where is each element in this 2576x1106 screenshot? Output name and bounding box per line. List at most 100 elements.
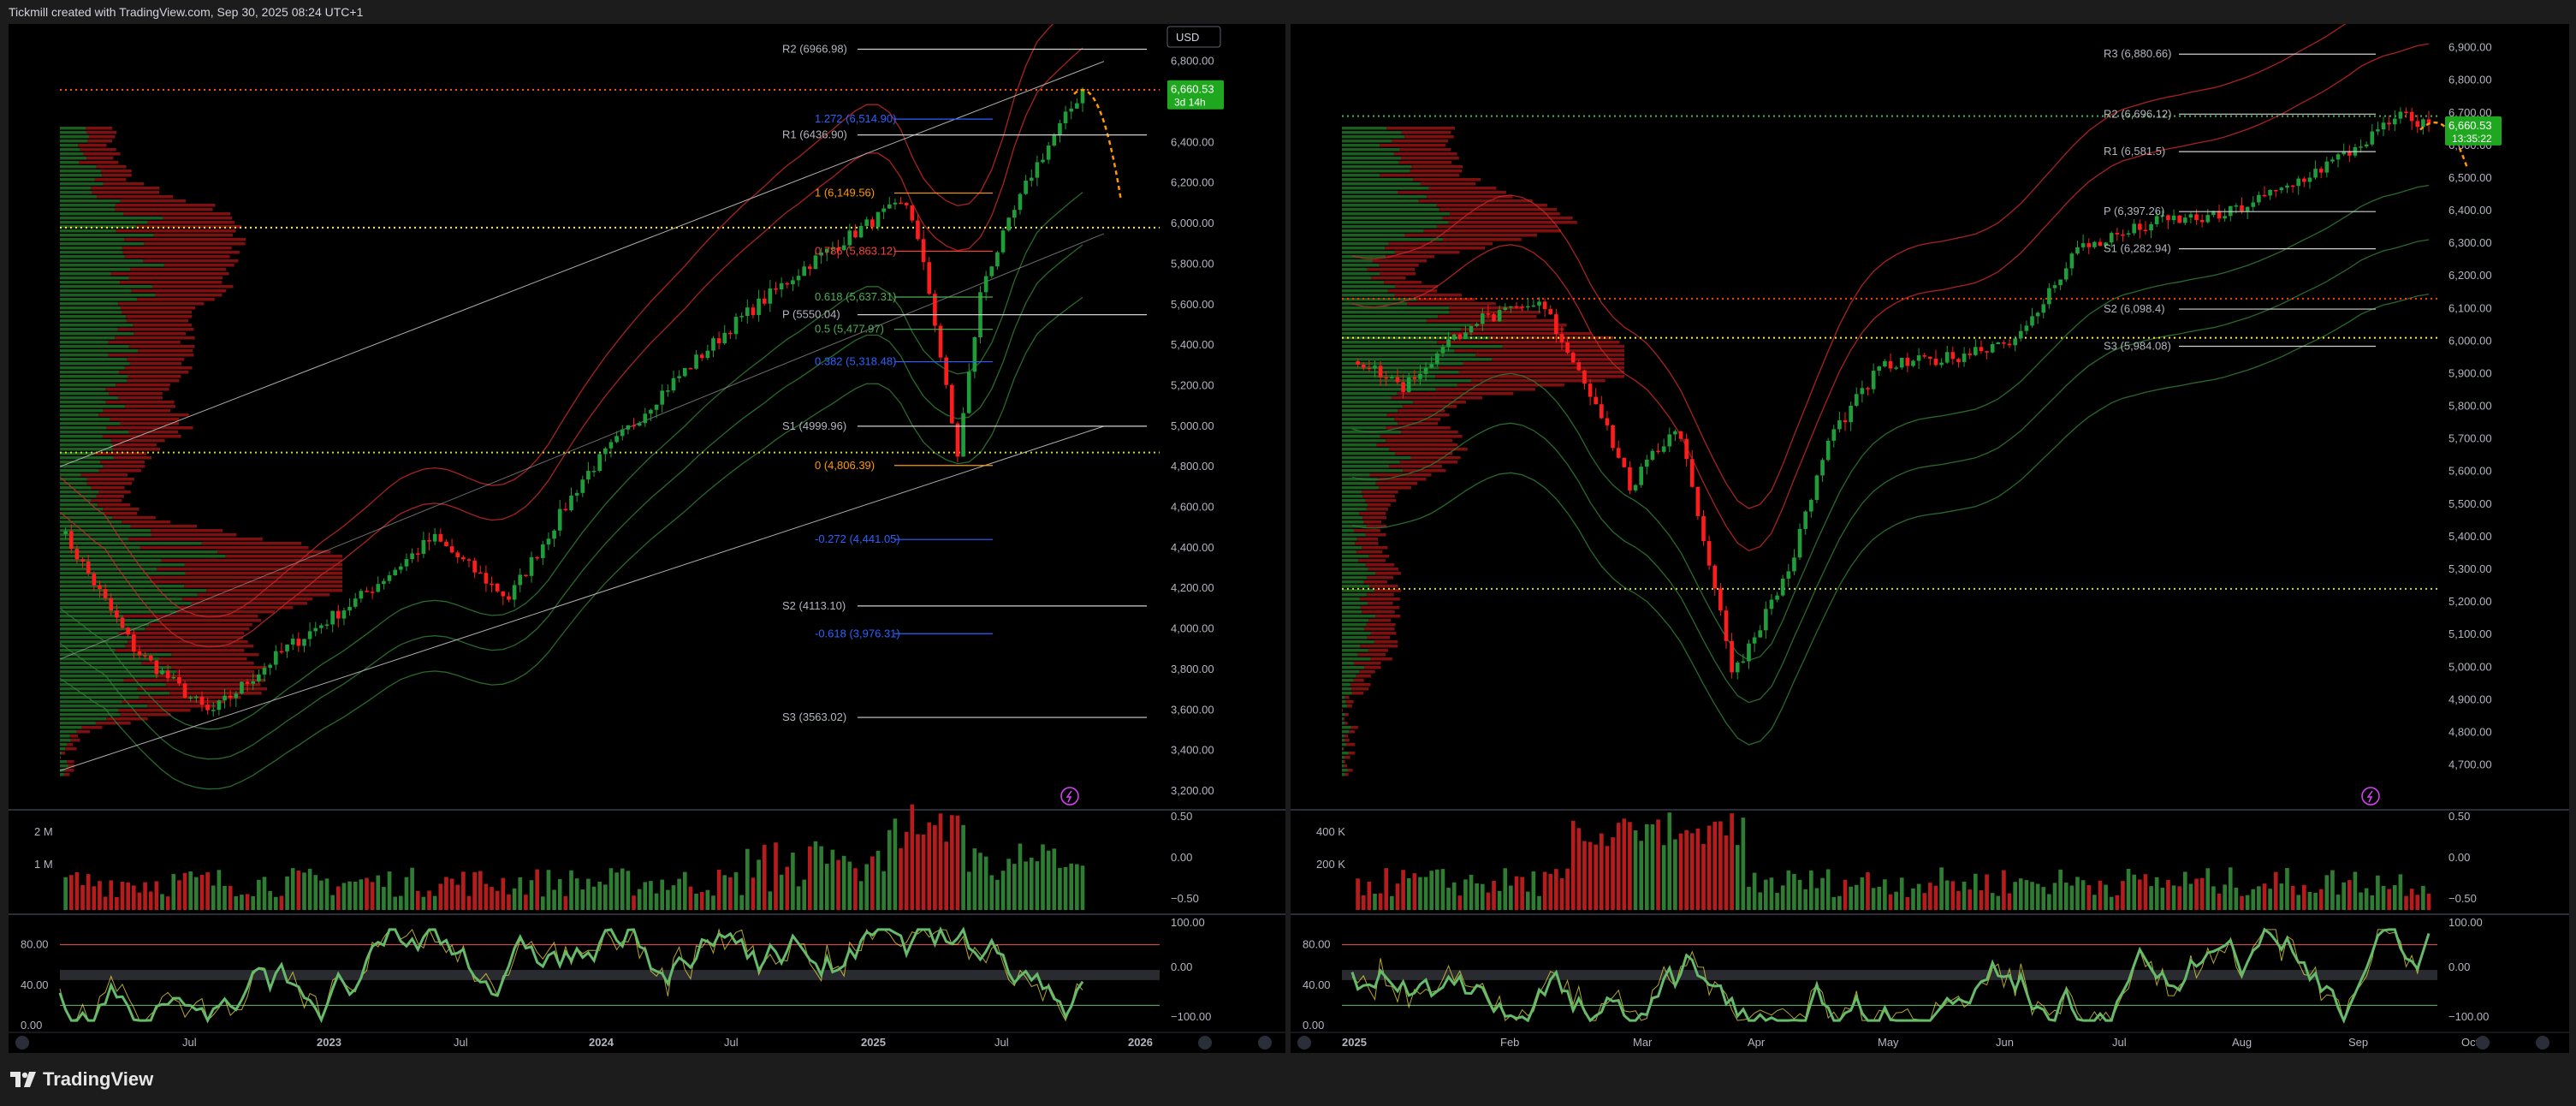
fib-label: 0.5 (5,477.97) [815,323,884,336]
candle-body [989,266,994,276]
volume-bar [472,871,477,910]
volume-profile-bar [60,696,139,699]
volume-profile-bar [1342,555,1369,558]
envelope-band-line[interactable] [1351,293,2430,746]
volume-bar [785,866,790,910]
volume-profile-bar [1386,439,1453,443]
axis-option-button[interactable] [2536,1036,2549,1050]
volume-profile-bar [1374,640,1398,644]
envelope-band-line[interactable] [59,47,1083,648]
volume-profile-bar [60,705,148,708]
oscillator-signal-line[interactable] [59,927,1083,1023]
chart-svg[interactable]: R2 (6966.98) R1 (6436.90) P (5550.04) S1 (4… [9,24,1285,1053]
volume-profile-bar [1398,191,1506,194]
volume-bar [2376,875,2380,910]
volume-bar [1469,874,1474,910]
axis-option-button[interactable] [1297,1036,1311,1050]
volume-profile-bar [60,491,99,494]
candle-body [2182,217,2187,223]
lightning-icon[interactable] [1060,787,1079,806]
volume-bar [194,877,199,910]
projection-arrow[interactable] [1073,88,1123,202]
envelope-band-line[interactable] [1351,24,2429,509]
candle-body [1769,599,1774,609]
volume-profile-bar [1342,692,1352,695]
volume-profile-bar [1458,371,1624,374]
volume-profile-bar [60,439,111,443]
candle-body [2160,215,2165,217]
volume-profile-bar [103,409,170,413]
last-price-badge[interactable] [2445,116,2502,146]
volume-profile-bar [1342,336,1490,340]
currency-button[interactable] [1166,26,1221,48]
candle-body [228,695,233,699]
time-axis[interactable]: 2025 Feb Mar Apr May Jun Jul Aug Sep Oct [1342,1036,2479,1049]
volume-bar [1990,893,1995,910]
axis-option-button[interactable] [1258,1036,1272,1050]
volume-profile-bar [137,349,193,353]
price-axis[interactable]: 6,800.006,600.006,400.006,200.006,000.00… [1171,55,1214,797]
projection-arrow[interactable] [2419,121,2469,169]
volume-bar [887,830,892,910]
trend-channel-lower[interactable] [59,425,1105,771]
chart-panel-weekly[interactable]: R2 (6966.98) R1 (6436.90) P (5550.04) S1 (4… [9,24,1285,1053]
volume-profile-bar [1347,705,1352,708]
volume-profile-bar [1342,576,1368,580]
volume-profile-bar [60,268,131,271]
candle-body [1622,457,1627,467]
envelope-band-line[interactable] [1351,184,2430,662]
envelope-band-line[interactable] [1351,43,2430,552]
volume-profile-bar [1342,675,1356,678]
time-tick-label: Jul [454,1036,468,1049]
price-tick-label: 5,800.00 [2448,400,2492,413]
volume-bar [546,870,551,910]
volume-profile-bar [1404,234,1538,237]
axis-option-button[interactable] [15,1036,29,1050]
lightning-icon[interactable] [2361,787,2380,806]
price-tick-label: 5,500.00 [2448,497,2492,510]
candle-body [1735,663,1740,673]
volume-profile-bar [1342,589,1374,592]
volume-bar [1418,877,1422,910]
axis-option-button[interactable] [2476,1036,2490,1050]
volume-bar [813,841,818,910]
envelope-band-line[interactable] [59,296,1083,790]
volume-bar [853,868,858,910]
chart-svg[interactable]: R3 (6,880.66) R2 (6,696.12) R1 (6,581.5) P … [1291,24,2569,1053]
volume-bar [1611,837,1615,910]
oscillator-main-line[interactable] [58,926,1084,1024]
envelope-band-line[interactable] [1351,239,2430,704]
trend-channel-upper[interactable] [59,61,1105,467]
volume-bar [1854,884,1859,910]
chart-panel-daily[interactable]: R3 (6,880.66) R2 (6,696.12) R1 (6,581.5) P … [1291,24,2569,1053]
candle-body [2132,223,2137,234]
candle-body [194,696,199,699]
trend-channel-mid[interactable] [59,233,1105,660]
candle-body [1497,310,1502,322]
candle-body [2211,211,2216,216]
last-price-value: 6,660.53 [1171,83,1214,96]
candle-body [1576,362,1582,371]
bar-countdown: 13:35:22 [2452,133,2492,145]
time-axis[interactable]: Jul 2023 Jul 2024 Jul 2025 Jul 2026 [182,1036,1153,1049]
oscillator-main-line[interactable] [1350,927,2431,1024]
envelope-band-line[interactable] [59,244,1083,760]
envelope-band-line[interactable] [59,24,1083,618]
volume-profile-bar [1342,503,1368,507]
volume-profile-bar [1342,568,1368,571]
axis-option-button[interactable] [1198,1036,1212,1050]
candle-body [273,651,278,665]
candle-body [1956,359,1961,362]
volume-profile-bar [1439,366,1624,370]
price-axis[interactable]: 6,900.006,800.006,700.006,600.006,500.00… [2448,41,2492,771]
volume-profile-bar [60,760,68,764]
candle-body [137,651,142,656]
candle-body [68,531,74,550]
tradingview-logo[interactable]: TradingView [10,1068,153,1091]
candle-body [2409,111,2414,122]
volume-profile-bar [1366,623,1396,627]
last-price-badge[interactable] [1167,80,1224,110]
volume-profile-bar [60,709,119,712]
volume-profile-bar [1413,178,1481,181]
envelope-band-line[interactable] [59,192,1083,730]
